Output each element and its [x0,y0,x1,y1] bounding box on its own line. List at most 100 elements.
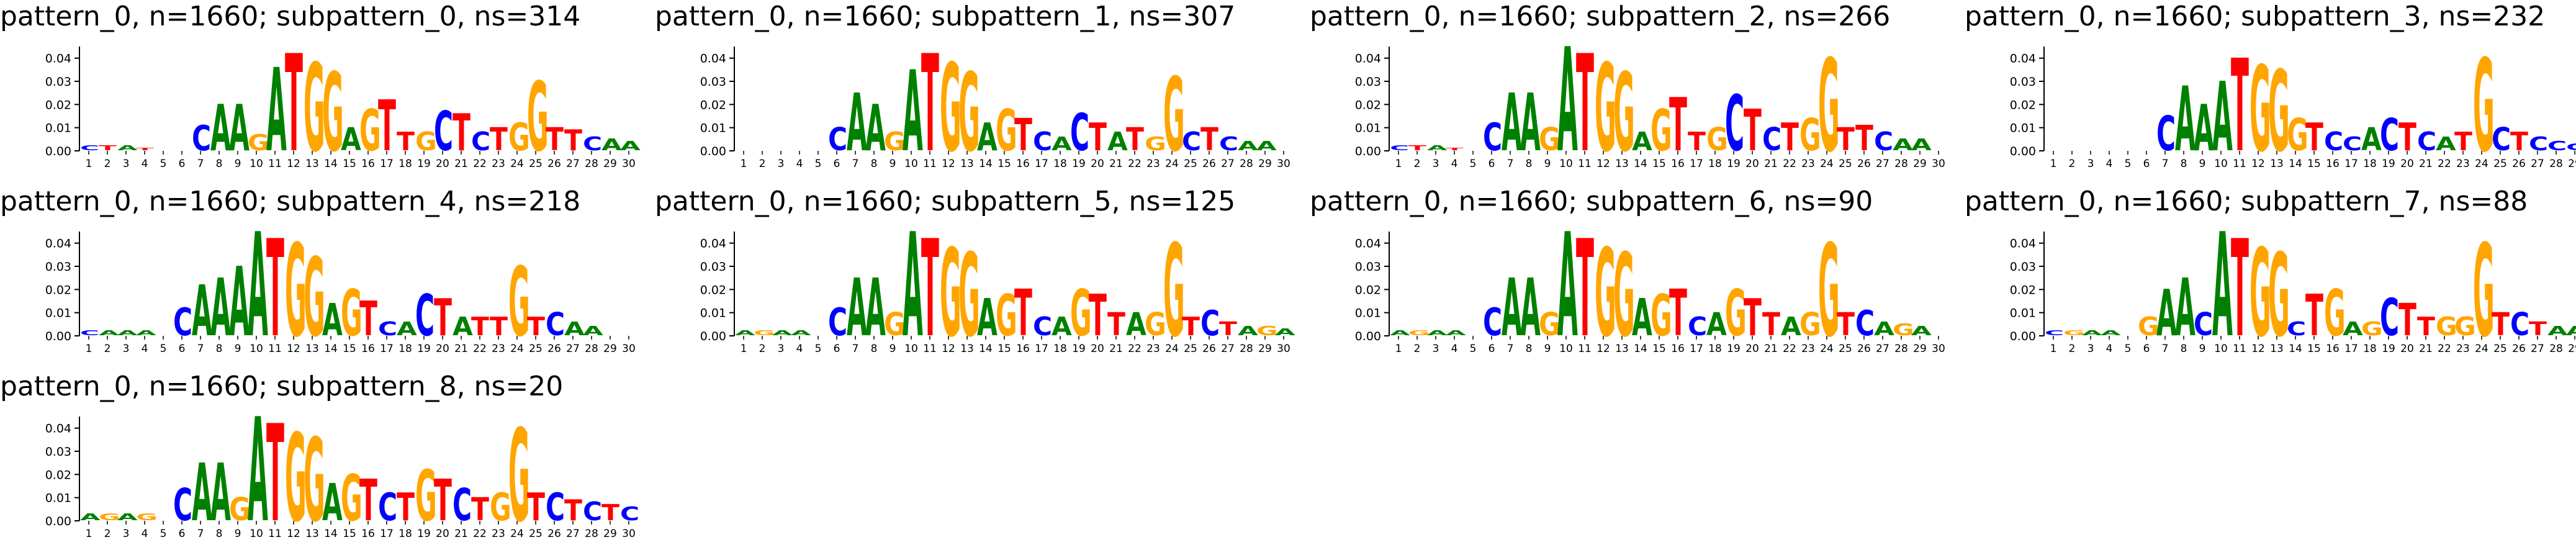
logo-letter: G [285,408,307,549]
x-tick-label: 4 [2106,343,2113,355]
x-tick-label: 14 [2289,158,2302,170]
x-tick-label: 20 [436,528,449,540]
logo-letter-glyph: A [903,203,923,369]
logo-letter-glyph: G [958,229,980,363]
logo-letter: C [2492,121,2511,158]
x-tick-label: 18 [399,343,412,355]
x-tick-label: 9 [2199,158,2206,170]
logo-letter: C [2510,306,2529,343]
y-tick-label: 0.00 [45,145,71,158]
logo-letter-glyph: A [1052,133,1072,155]
logo-letter-glyph: T [527,485,545,530]
logo-panel: pattern_0, n=1660; subpattern_1, ns=307 0… [655,0,1300,183]
x-tick-label: 8 [216,343,223,355]
logo-letter-glyph: A [117,145,138,152]
logo-letter: A [1107,127,1128,156]
logo-letter: A [117,330,138,337]
logo-letter-glyph: C [583,497,602,526]
logo-letter-glyph: G [359,97,381,164]
x-tick-label: 1 [86,343,92,355]
x-tick-label: 14 [324,343,338,355]
x-tick-label: 18 [1708,343,1722,355]
logo-letter: C [2380,289,2399,348]
x-tick-label: 8 [216,158,223,170]
x-tick-label: 25 [1184,158,1197,170]
x-tick-label: 11 [2233,158,2246,170]
x-tick-label: 27 [2531,343,2544,355]
logo-letter-glyph: C [2417,127,2436,156]
logo-letter-glyph: G [996,97,1017,164]
logo-letter-glyph: T [99,145,117,152]
panel-title: pattern_0, n=1660; subpattern_4, ns=218 [0,186,581,217]
logo-letter: A [192,271,212,353]
logo-letter-glyph: C [80,330,99,337]
logo-letter-glyph: A [2436,133,2456,155]
logo-letter: C [2045,330,2064,337]
y-tick-label: 0.01 [2010,122,2036,135]
logo-letter-glyph: G [1613,229,1635,363]
x-tick-label: 13 [305,343,319,355]
x-tick-label: 6 [2143,158,2150,170]
y-tick-label: 0.01 [700,122,726,135]
x-tick-label: 27 [2531,158,2544,170]
logo-letter-glyph: G [99,512,120,523]
logo-letter: G [958,50,980,176]
x-tick-label: 14 [2289,343,2302,355]
x-tick-label: 11 [923,158,937,170]
logo-letter-glyph: C [2324,127,2343,156]
logo-letter-glyph: A [2547,323,2568,338]
logo-letter-glyph: G [285,217,307,365]
x-tick-label: 4 [142,528,148,540]
logo-letter: A [1557,203,1578,369]
x-tick-label: 23 [1801,343,1815,355]
logo-letter: T [1744,97,1762,164]
logo-letter-glyph: G [1539,121,1560,158]
x-tick-label: 2 [104,158,111,170]
logo-letter-glyph: A [977,115,998,160]
logo-letter: C [192,118,211,158]
y-tick-label: 0.04 [45,237,71,251]
logo-letter-glyph: G [415,127,437,156]
logo-letter-glyph: A [620,138,641,153]
logo-letter: A [1390,330,1410,337]
x-tick-label: 15 [343,343,356,355]
logo-letter: C [583,133,602,155]
logo-letter: A [192,448,212,539]
logo-letter: C [2343,133,2362,155]
logo-letter-glyph: G [1651,282,1672,349]
logo-letter: T [434,467,452,534]
x-tick-label: 6 [179,158,186,170]
logo-letter-glyph: C [2287,318,2306,340]
logo-letter-glyph: C [453,479,472,531]
logo-letter-glyph: C [1070,104,1089,163]
x-tick-label: 5 [2125,343,2132,355]
y-tick-label: 0.00 [45,330,71,343]
logo-letter: G [1595,38,1616,179]
logo-letter: C [173,300,192,345]
logo-letter: C [415,282,435,349]
logo-letter-glyph: C [471,127,490,156]
x-tick-label: 15 [343,528,356,540]
logo-letter-glyph: C [1855,303,1875,343]
x-tick-label: 20 [436,343,449,355]
y-tick-label: 0.03 [45,445,71,459]
x-tick-label: 14 [1634,343,1647,355]
logo-letter-glyph: T [359,467,377,534]
logo-letter: A [322,474,343,533]
logo-letter-glyph: G [508,402,530,550]
x-tick-label: 27 [1876,158,1889,170]
logo-letter: T [1014,109,1032,161]
logo-letter-glyph: G [2473,32,2495,180]
logo-letter-glyph: T [2231,32,2249,180]
logo-letter-glyph: A [1446,330,1466,337]
logo-letter-glyph: T [266,211,284,367]
y-tick-label: 0.02 [45,283,71,297]
logo-letter-glyph: C [173,479,192,531]
logo-letter: A [2343,318,2363,340]
logo-letter: A [2101,330,2121,337]
x-tick-label: 23 [2456,343,2470,355]
logo-letter: C [1182,127,1201,156]
logo-letter-glyph: T [2398,115,2416,160]
x-tick-label: 27 [566,343,580,355]
logo-letter-glyph: A [2194,92,2214,166]
